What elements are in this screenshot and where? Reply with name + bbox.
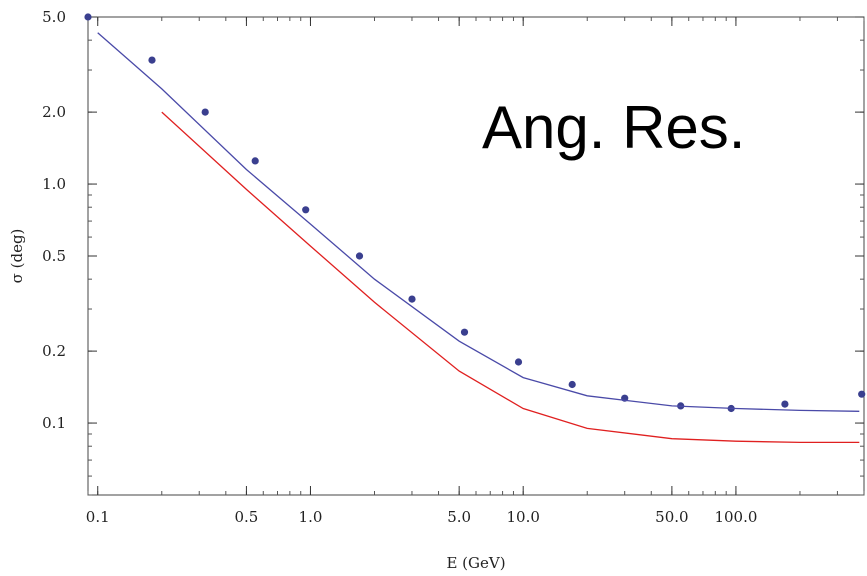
data-point: [781, 400, 789, 408]
x-axis-title: E (GeV): [446, 554, 505, 572]
chart-annotation: Ang. Res.: [482, 94, 745, 161]
x-axis: 0.1 0.5 1.0 5.0 10.0 50.0 100.0: [86, 17, 865, 526]
x-tick-label: 0.1: [86, 508, 110, 526]
data-point: [355, 252, 364, 260]
series-2-line: [161, 111, 860, 444]
data-point: [858, 390, 866, 398]
data-point: [148, 56, 156, 64]
y-tick-label: 0.2: [42, 342, 66, 360]
series-layer: [84, 13, 866, 444]
y-tick-label: 0.5: [42, 247, 66, 265]
y-axis-title: σ (deg): [8, 229, 26, 284]
x-tick-label: 1.0: [299, 508, 323, 526]
data-point: [302, 206, 310, 214]
y-axis: 0.1 0.2 0.5 1.0 2.0 5.0: [42, 8, 864, 496]
x-tick-label: 0.5: [234, 508, 258, 526]
data-point: [460, 328, 469, 336]
data-point: [84, 13, 92, 21]
y-tick-label: 0.1: [42, 414, 66, 432]
x-tick-label: 100.0: [714, 508, 757, 526]
plot-frame: [87, 16, 865, 496]
y-tick-label: 2.0: [42, 103, 66, 121]
x-tick-label: 5.0: [447, 508, 471, 526]
data-point: [568, 380, 576, 389]
data-point: [408, 295, 416, 303]
data-point: [514, 358, 523, 366]
x-tick-label: 50.0: [655, 508, 688, 526]
y-tick-label: 5.0: [42, 8, 66, 26]
y-tick-label: 1.0: [42, 175, 66, 193]
series-1-line: [97, 32, 860, 412]
x-tick-label: 10.0: [506, 508, 539, 526]
data-point: [201, 108, 209, 116]
data-point: [251, 157, 259, 165]
